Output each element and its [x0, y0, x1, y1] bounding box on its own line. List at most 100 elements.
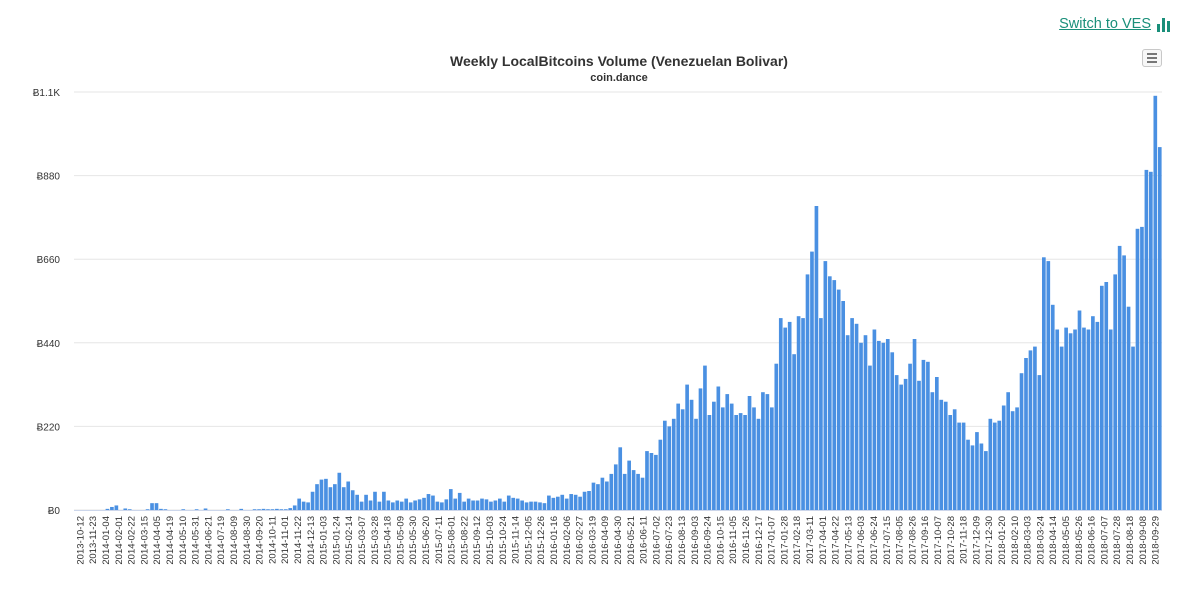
bar	[997, 420, 1002, 510]
bar	[761, 392, 765, 510]
bar	[368, 500, 373, 510]
bar	[1113, 274, 1118, 510]
x-tick-label: 2018-01-20	[997, 516, 1008, 565]
bar	[890, 352, 895, 510]
x-tick-label: 2016-02-06	[562, 516, 573, 565]
bar	[894, 375, 899, 510]
bar	[662, 420, 667, 510]
bar-chart-icon	[1157, 16, 1173, 32]
bar	[498, 498, 502, 510]
bar	[471, 500, 475, 510]
y-tick-label: Ƀ880	[37, 172, 61, 183]
bar	[542, 503, 547, 510]
bar	[333, 484, 337, 510]
bar	[551, 497, 556, 510]
x-tick-label: 2014-06-21	[203, 516, 214, 565]
bar	[506, 495, 511, 510]
bar	[319, 479, 324, 510]
bar	[627, 460, 631, 510]
bar	[301, 501, 306, 510]
bar	[885, 339, 890, 510]
bar	[1108, 329, 1113, 510]
x-axis: 2013-10-12 2013-11-23 2014-01-04 2014-02-01…	[74, 510, 1162, 565]
bar	[194, 509, 199, 510]
x-tick-label: 2017-12-30	[984, 516, 995, 565]
bar	[734, 415, 738, 510]
bar	[564, 498, 569, 510]
bar	[346, 481, 351, 510]
x-tick-label: 2014-08-30	[242, 516, 253, 565]
x-tick-label: 2018-02-10	[1010, 516, 1021, 565]
bar	[203, 508, 208, 510]
x-tick-label: 2018-09-29	[1151, 516, 1162, 565]
x-tick-label: 2015-03-07	[357, 516, 368, 565]
bar	[712, 401, 716, 510]
bar	[698, 388, 703, 510]
x-tick-label: 2017-06-24	[869, 516, 880, 565]
chart-subtitle: coin.dance	[590, 72, 647, 84]
x-tick-label: 2015-01-24	[331, 516, 342, 565]
bar	[1015, 407, 1019, 510]
bar	[1135, 228, 1140, 511]
y-axis: Ƀ0 Ƀ220 Ƀ440 Ƀ660 Ƀ880 Ƀ1.1K	[33, 88, 61, 517]
bar	[854, 323, 859, 510]
x-tick-label: 2016-04-09	[600, 516, 611, 565]
bar	[716, 386, 721, 510]
bar	[827, 276, 832, 510]
bar	[306, 502, 310, 510]
bar	[1104, 282, 1109, 510]
bar	[975, 432, 979, 510]
bar	[426, 494, 431, 510]
bar	[645, 451, 649, 510]
bar	[582, 491, 587, 510]
bar	[123, 508, 128, 510]
bar	[493, 500, 498, 510]
x-tick-label: 2018-08-18	[1125, 516, 1136, 565]
bar	[841, 301, 846, 510]
y-tick-label: Ƀ220	[37, 422, 61, 433]
bar	[382, 491, 386, 510]
x-tick-label: 2016-07-02	[651, 516, 662, 565]
bar	[1055, 329, 1060, 510]
x-tick-label: 2018-07-28	[1112, 516, 1123, 565]
bar	[743, 415, 747, 510]
x-tick-label: 2016-09-03	[690, 516, 701, 565]
bar	[1082, 327, 1086, 510]
chart-menu-button[interactable]	[1142, 49, 1162, 67]
x-tick-label: 2016-04-30	[613, 516, 624, 565]
x-tick-label: 2015-03-28	[370, 516, 381, 565]
bar	[770, 407, 774, 510]
bar	[680, 409, 685, 510]
bar	[413, 500, 417, 510]
bar	[105, 508, 110, 510]
x-tick-label: 2014-11-22	[293, 516, 304, 564]
bar	[801, 318, 805, 510]
bar	[110, 506, 114, 510]
bar	[569, 494, 574, 510]
x-tick-label: 2018-07-07	[1099, 516, 1110, 565]
bar	[1126, 306, 1131, 510]
y-tick-label: Ƀ1.1K	[33, 88, 61, 99]
x-tick-label: 2016-10-15	[715, 516, 726, 565]
x-tick-label: 2015-10-03	[485, 516, 496, 565]
bar	[622, 473, 627, 510]
bar	[676, 403, 681, 510]
bar	[529, 501, 533, 510]
x-tick-label: 2014-04-19	[165, 516, 176, 565]
x-tick-label: 2014-11-01	[280, 516, 291, 564]
x-tick-label: 2014-12-13	[306, 516, 317, 565]
bar	[1037, 375, 1042, 510]
bar	[1091, 316, 1095, 510]
bar	[948, 415, 953, 510]
bar	[720, 407, 725, 510]
bar	[257, 509, 261, 510]
x-tick-label: 2014-05-10	[178, 516, 189, 565]
bar	[814, 206, 819, 510]
bar	[1131, 346, 1135, 510]
x-tick-label: 2014-09-20	[255, 516, 266, 565]
bar	[292, 505, 297, 510]
bar	[850, 318, 854, 510]
bar	[466, 498, 471, 510]
switch-to-ves-link[interactable]: Switch to VES	[1059, 16, 1173, 32]
x-tick-label: 2015-05-30	[408, 516, 419, 565]
